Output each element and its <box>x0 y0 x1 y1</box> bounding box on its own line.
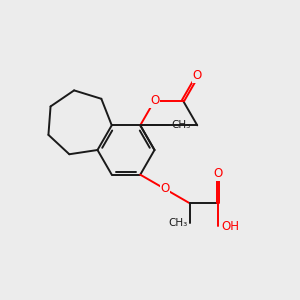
Text: O: O <box>150 94 159 107</box>
Text: OH: OH <box>221 220 239 233</box>
Text: O: O <box>193 70 202 83</box>
Text: O: O <box>214 167 223 180</box>
Text: CH₃: CH₃ <box>168 218 187 228</box>
Text: O: O <box>160 182 170 195</box>
Text: CH₃: CH₃ <box>171 120 190 130</box>
